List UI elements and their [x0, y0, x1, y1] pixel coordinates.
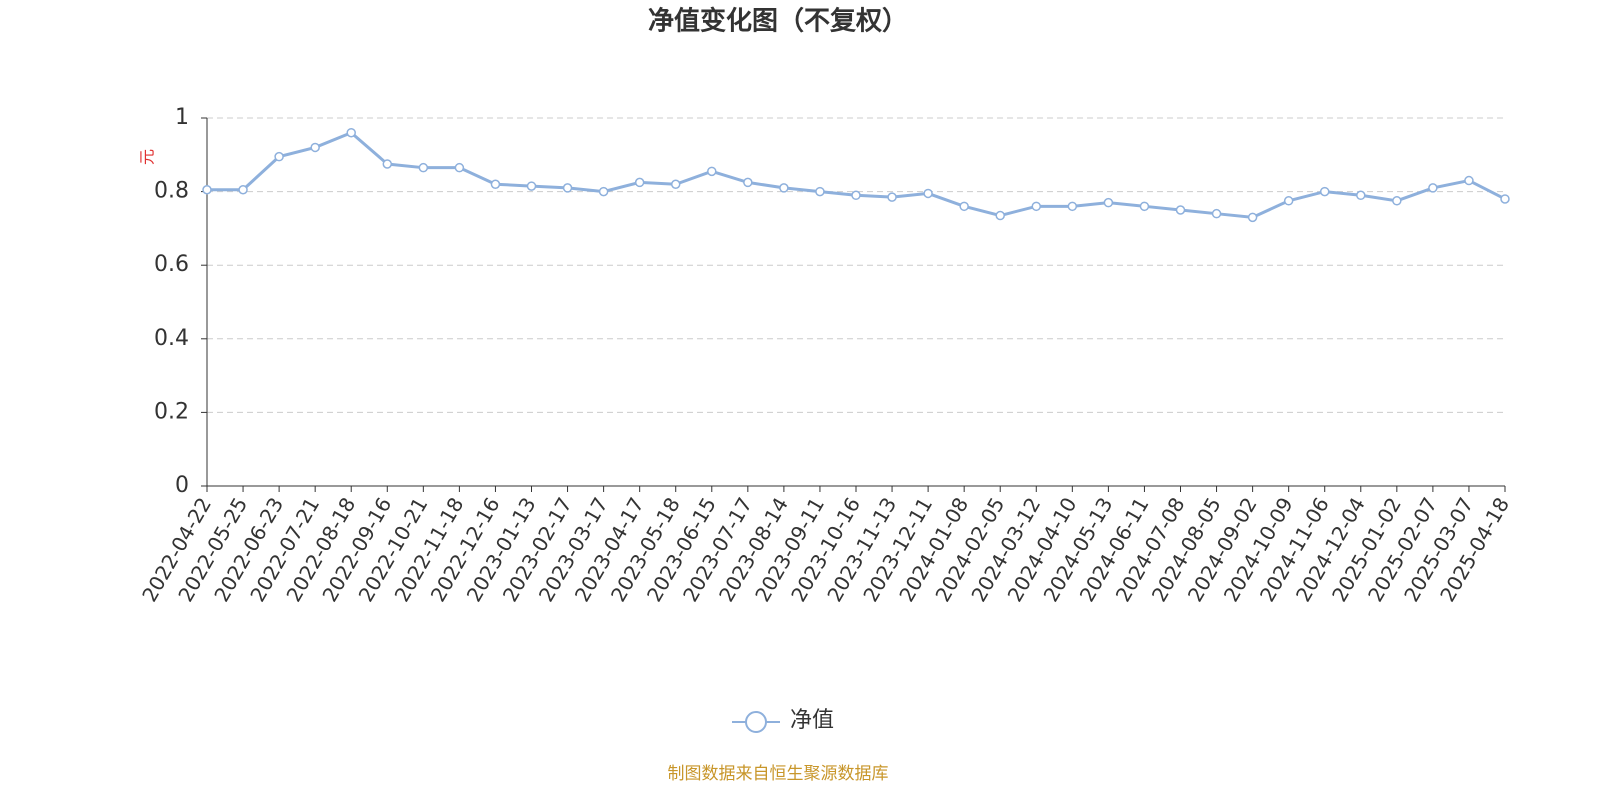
- point: [1211, 208, 1222, 219]
- point: [1283, 196, 1294, 206]
- point: [1500, 194, 1510, 204]
- point: [851, 190, 861, 201]
- y-tick-label: 0.8: [154, 179, 189, 204]
- point: [346, 127, 356, 138]
- point: [490, 179, 501, 189]
- point: [310, 142, 320, 153]
- y-tick-label: 1: [175, 105, 189, 130]
- point: [1067, 201, 1078, 212]
- point: [382, 159, 393, 169]
- point: [1356, 190, 1366, 201]
- point: [1247, 212, 1258, 223]
- series-line: [207, 130, 1506, 219]
- point: [1175, 205, 1186, 215]
- point: [418, 162, 429, 173]
- point: [238, 185, 248, 195]
- point: [815, 186, 825, 197]
- point: [526, 181, 537, 191]
- point: [454, 162, 465, 173]
- y-tick-label: 0.4: [154, 326, 189, 351]
- point: [670, 179, 681, 189]
- point: [274, 151, 284, 162]
- source-note: 制图数据来自恒生聚源数据库: [668, 764, 889, 784]
- point: [779, 183, 789, 193]
- y-tick-label: 0.2: [154, 399, 189, 424]
- point: [1464, 175, 1474, 186]
- y-tick-label: 0: [175, 473, 189, 498]
- point: [1392, 196, 1402, 206]
- point: [887, 192, 897, 202]
- chart-title: 净值变化图（不复权）: [648, 6, 908, 37]
- point: [743, 177, 753, 188]
- point: [995, 210, 1005, 221]
- point: [1031, 201, 1042, 212]
- legend-marker: [745, 711, 767, 733]
- point: [707, 166, 717, 177]
- point: [923, 188, 933, 199]
- point: [1139, 201, 1150, 212]
- point: [598, 186, 609, 197]
- point: [1319, 186, 1330, 197]
- point: [562, 183, 573, 193]
- point: [1428, 183, 1438, 193]
- y-tick-label: 0.6: [154, 252, 189, 277]
- y-axis-label: 元: [138, 149, 157, 165]
- point: [202, 185, 212, 195]
- legend-label: 净值: [790, 708, 834, 733]
- point: [1103, 197, 1114, 208]
- point: [959, 201, 969, 212]
- point: [634, 177, 645, 188]
